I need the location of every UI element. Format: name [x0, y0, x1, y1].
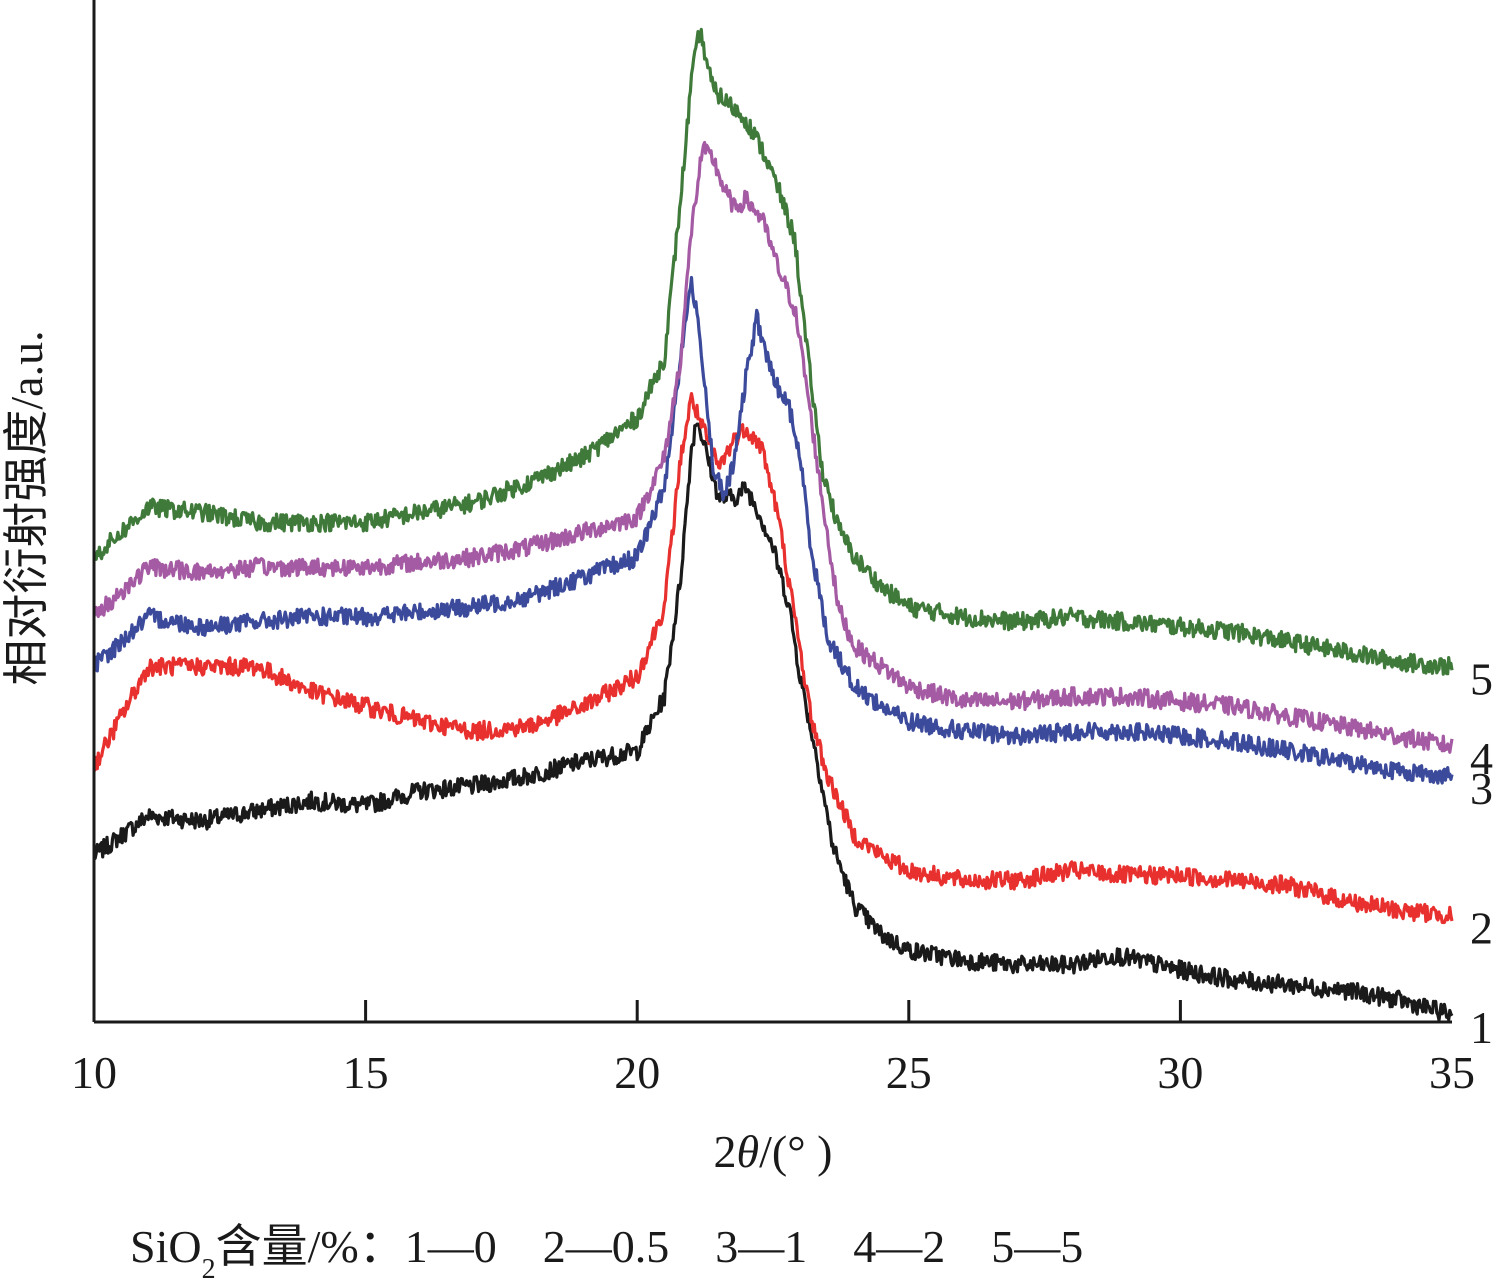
x-tick-label: 20 — [614, 1047, 660, 1098]
x-axis-title: 2θ/(° ) — [714, 1126, 833, 1177]
series-line-1 — [92, 422, 1454, 1022]
x-ticks: 10 15 20 25 30 35 — [71, 1000, 1475, 1098]
series-label-5: 5 — [1470, 654, 1493, 705]
series-label-4: 4 — [1470, 733, 1493, 784]
series-label-2: 2 — [1470, 902, 1493, 953]
series-labels: 1 2 34 5 — [1470, 654, 1493, 1053]
series-label-3: 3 — [1470, 763, 1493, 814]
series-line-4 — [92, 140, 1454, 754]
legend-caption: SiO2含量/%：1—0 2—0.5 3—1 4—2 5—5 — [130, 1221, 1083, 1285]
x-tick-label: 35 — [1429, 1047, 1475, 1098]
plot-area — [92, 27, 1454, 1022]
series-line-2 — [92, 392, 1454, 925]
x-tick-label: 30 — [1157, 1047, 1203, 1098]
series-line-3 — [92, 275, 1454, 785]
x-tick-label: 15 — [343, 1047, 389, 1098]
x-tick-label: 10 — [71, 1047, 117, 1098]
y-axis-title: 相对衍射强度/a.u. — [1, 330, 52, 685]
x-tick-label: 25 — [886, 1047, 932, 1098]
series-line-5 — [92, 27, 1454, 676]
series-label-1: 1 — [1470, 1002, 1493, 1053]
